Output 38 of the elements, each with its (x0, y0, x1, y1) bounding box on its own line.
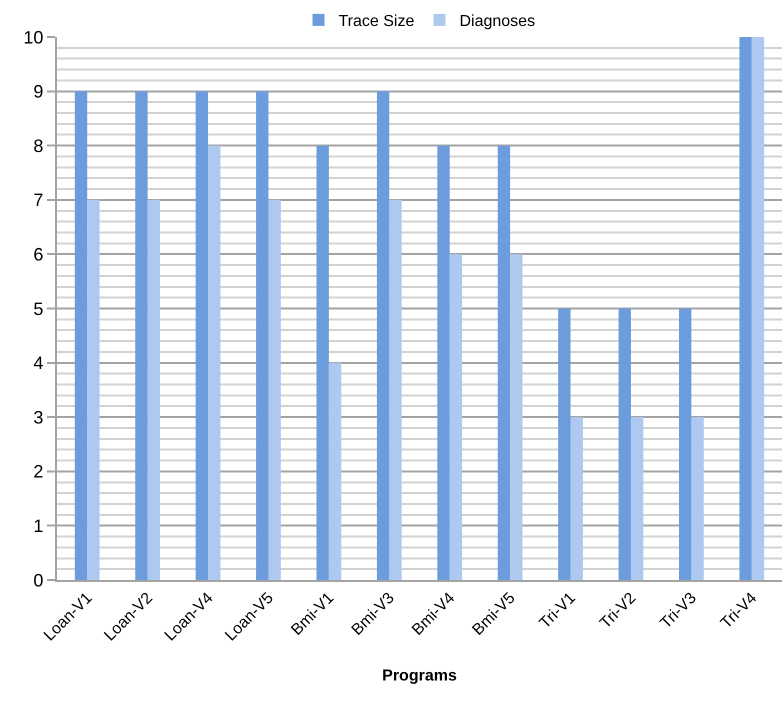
x-axis-title: Programs (382, 668, 457, 685)
bar (268, 200, 281, 580)
y-tick-label: 4 (33, 353, 44, 374)
bar (678, 308, 692, 580)
bar (630, 417, 644, 580)
bar (570, 417, 583, 580)
bar (739, 37, 752, 580)
legend-label: Trace Size (338, 13, 414, 30)
bar (450, 254, 462, 580)
y-tick-label: 6 (33, 244, 44, 264)
bar (618, 308, 631, 580)
bar (208, 146, 220, 580)
y-tick-label: 8 (33, 136, 44, 156)
y-tick-label: 5 (33, 298, 44, 319)
legend-label: Diagnoses (459, 13, 536, 30)
bar (196, 91, 208, 580)
y-tick-label: 1 (33, 516, 44, 536)
y-tick-label: 7 (33, 190, 44, 210)
bar (691, 417, 704, 580)
bar (498, 146, 510, 580)
y-tick-label: 9 (33, 82, 44, 102)
y-tick-label: 0 (33, 570, 44, 590)
bar (87, 200, 100, 580)
bar (74, 91, 88, 580)
y-tick-label: 3 (33, 407, 44, 428)
y-tick-label: 10 (23, 27, 44, 48)
bar (752, 37, 764, 580)
bar (389, 200, 402, 580)
bar (316, 146, 329, 580)
bar (437, 146, 450, 580)
bar (328, 362, 342, 580)
bar (148, 200, 160, 580)
bar (558, 308, 571, 580)
y-tick-label: 2 (33, 462, 44, 482)
bar (135, 91, 148, 580)
bar (376, 91, 390, 580)
bar (256, 91, 268, 580)
bar (510, 254, 523, 580)
